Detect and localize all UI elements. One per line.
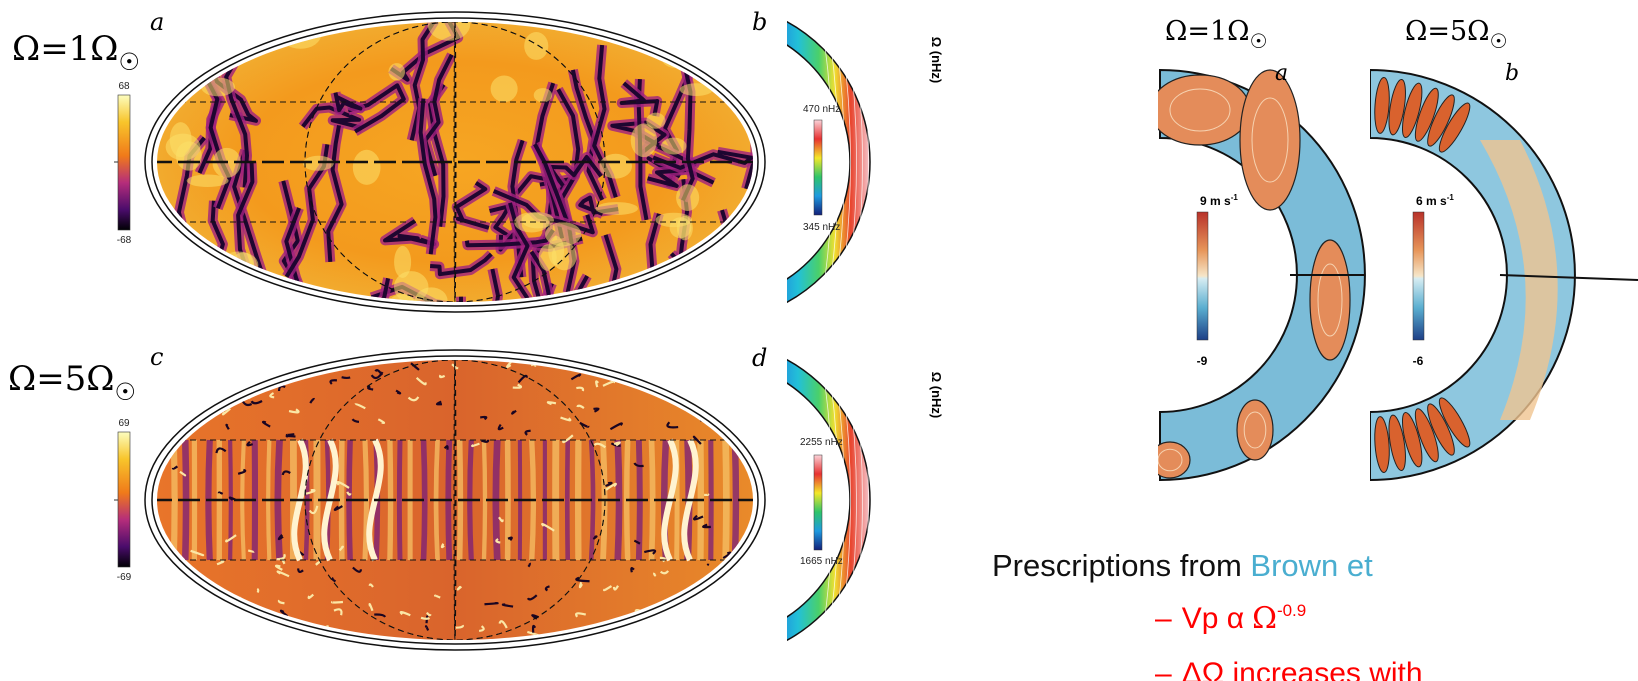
rotation-label: Ω=1Ω☉ [12,29,140,76]
texture [694,621,704,622]
texture [399,440,400,560]
texture [652,440,653,560]
rotation-label: Ω=5Ω☉ [8,359,136,406]
panel-label: a [1275,61,1288,86]
texture [251,368,254,371]
texture [712,608,717,612]
texture [484,603,497,604]
texture [580,582,582,587]
texture [183,239,211,363]
texture [205,365,213,369]
texture [727,627,732,629]
texture [668,372,678,374]
bullet: –Vp αΩ-0.9 [1155,601,1306,636]
rotation-label: Ω=5Ω☉ [1405,16,1508,53]
bullet: –ΔΩ increases with [1155,657,1423,681]
texture [353,150,381,185]
texture [269,626,272,628]
texture [182,272,244,296]
texture [524,32,548,60]
texture [421,618,429,619]
texture [552,242,577,270]
texture [182,272,244,296]
panel-label: a [150,8,164,36]
scale-label: 9 m s-1 [1200,193,1238,208]
rotation-label: Ω=1Ω☉ [1165,16,1268,53]
texture [729,231,765,244]
texture [595,202,638,215]
axis-label: Ω (nHz) [929,37,944,84]
texture [491,75,518,102]
texture [534,88,552,102]
panel-label: c [150,343,163,371]
scale-label: 68 [118,81,130,92]
colorbar [118,95,130,230]
scale-label: 2255 nHz [800,437,843,448]
scale-label: 6 m s-1 [1416,193,1454,208]
slide: { "figure_left": { "rows": [ {"rotation"… [0,0,1638,681]
texture [165,379,171,382]
prescription-line: Prescriptions from Brown et [992,548,1373,583]
texture [704,244,724,409]
scale-label: -68 [117,235,132,246]
scale-label: 345 nHz [803,222,840,233]
texture [726,242,751,260]
texture [1237,400,1273,460]
scale-label: -9 [1197,354,1208,368]
panel-label: b [752,8,767,36]
panel-label: b [1505,61,1519,86]
texture [707,564,708,566]
texture [332,602,343,603]
texture [735,440,736,560]
texture [186,600,190,602]
axis-label: Ω (nHz) [929,372,944,419]
texture [442,544,444,547]
texture [677,216,693,241]
texture [161,585,165,590]
texture [624,286,665,299]
map-c [145,350,765,650]
texture [613,360,618,363]
texture [303,156,334,171]
slide-canvas: Ω=1Ω☉ a 68 -68 b Ω (nHz) 470 nHz 345 nHz… [0,0,1638,681]
texture [726,242,751,260]
texture [183,239,211,363]
scale-label: -6 [1413,354,1424,368]
texture [675,282,687,412]
colorbar [118,432,130,567]
texture [174,440,175,560]
shell-right-a [1150,70,1365,480]
texture [484,440,485,560]
texture [176,141,202,170]
shell-right-b [1370,70,1638,480]
panel-label: d [752,344,767,372]
texture [676,184,699,211]
scale-label: 1665 nHz [800,556,843,567]
texture [230,440,231,560]
page: Slide html, body { margin: 0; padding: 0… [0,0,1638,681]
texture [661,138,687,155]
texture [212,368,213,370]
texture [257,589,258,593]
texture [1150,442,1190,478]
texture [675,282,687,412]
texture [708,630,717,634]
texture [287,436,296,437]
texture [287,364,295,366]
texture [704,244,724,409]
texture [388,63,405,80]
texture [342,377,351,378]
texture [1310,240,1350,360]
scale-label: 470 nHz [803,104,840,115]
texture [179,378,182,380]
texture [631,123,657,157]
scale-label: 69 [118,418,130,429]
scale-label: -69 [117,572,132,583]
texture [1240,70,1300,210]
texture [729,231,765,244]
texture [1150,75,1250,145]
